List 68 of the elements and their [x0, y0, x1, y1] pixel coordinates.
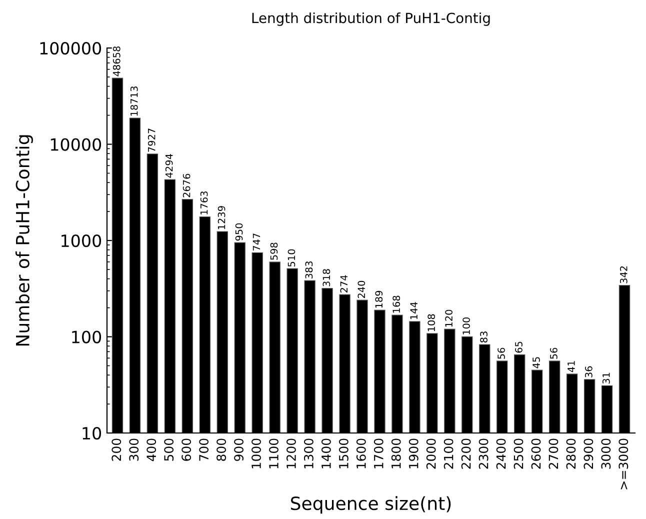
x-tick-label: 1400 [321, 438, 331, 468]
data-label: 108 [428, 314, 436, 332]
data-label: 83 [480, 332, 488, 342]
x-tick-label: 1800 [391, 438, 401, 468]
x-tick-label: 600 [182, 438, 192, 461]
data-label: 274 [340, 275, 348, 293]
x-tick-label: 2900 [584, 438, 594, 469]
data-label: 510 [288, 249, 296, 267]
x-tick-label: 2800 [566, 438, 576, 469]
data-label: 65 [515, 342, 522, 353]
x-axis-title: Sequence size(nt) [290, 496, 451, 514]
x-tick-label: 1100 [269, 438, 278, 468]
y-tick-label: 10000 [50, 138, 102, 151]
data-label: 56 [498, 348, 505, 359]
data-label: 598 [270, 242, 278, 260]
x-tick-label: 2700 [548, 438, 558, 469]
y-tick-label: 1000 [62, 234, 102, 248]
x-tick-label: 2300 [478, 438, 488, 469]
x-tick-label: 500 [164, 438, 174, 461]
data-label: 31 [602, 372, 610, 384]
x-tick-label: 1600 [356, 438, 366, 468]
x-tick-label: 900 [234, 438, 244, 461]
data-label: 342 [620, 266, 628, 284]
data-label: 120 [445, 310, 452, 327]
data-label: 7927 [148, 128, 156, 152]
data-label: 100 [462, 317, 470, 334]
x-tick-label: 1300 [304, 438, 314, 468]
data-label: 747 [252, 234, 260, 251]
x-tick-label: 300 [129, 438, 139, 461]
x-tick-label: 1200 [286, 438, 296, 468]
x-tick-label: 2400 [496, 438, 506, 469]
x-tick-label: 3000 [601, 438, 611, 469]
data-label: 144 [410, 302, 418, 320]
data-label: 36 [585, 366, 592, 378]
data-label: 168 [392, 296, 400, 313]
x-tick-label: 2100 [444, 438, 454, 469]
data-label: 1763 [200, 191, 208, 214]
x-tick-label: 2000 [426, 438, 436, 469]
data-label: 189 [375, 290, 383, 308]
data-label: 45 [532, 357, 540, 368]
chart-title: Length distribution of PuH1-Contig [252, 12, 490, 26]
x-tick-label: 2200 [461, 438, 471, 469]
data-label: 383 [305, 261, 313, 278]
x-tick-label: 1700 [374, 438, 384, 468]
x-tick-label: 1500 [338, 438, 348, 468]
x-tick-label: 1900 [408, 438, 418, 468]
y-tick-label: 100 [72, 330, 102, 344]
data-label: 4294 [165, 154, 173, 178]
y-axis-title: Number of PuH1-Contig [15, 135, 33, 346]
data-label: 950 [235, 223, 243, 241]
y-tick-label: 100000 [40, 42, 102, 55]
x-tick-label: 400 [146, 438, 156, 462]
data-label: 48658 [112, 46, 120, 76]
data-label: 318 [322, 269, 330, 286]
x-tick-label: 200 [112, 438, 122, 461]
y-tick-label: 10 [82, 426, 102, 440]
data-label: 2676 [182, 174, 190, 198]
data-label: 1239 [218, 206, 226, 230]
data-label: 41 [568, 361, 575, 372]
x-tick-label: >=3000 [618, 438, 628, 490]
x-tick-label: 2500 [514, 438, 524, 469]
data-label: 240 [358, 280, 366, 298]
x-tick-label: 800 [216, 438, 226, 461]
x-tick-label: 1000 [252, 438, 261, 468]
x-tick-label: 2600 [531, 438, 541, 469]
data-label: 18713 [130, 86, 138, 116]
data-label: 56 [550, 348, 558, 359]
x-tick-label: 700 [199, 438, 209, 461]
